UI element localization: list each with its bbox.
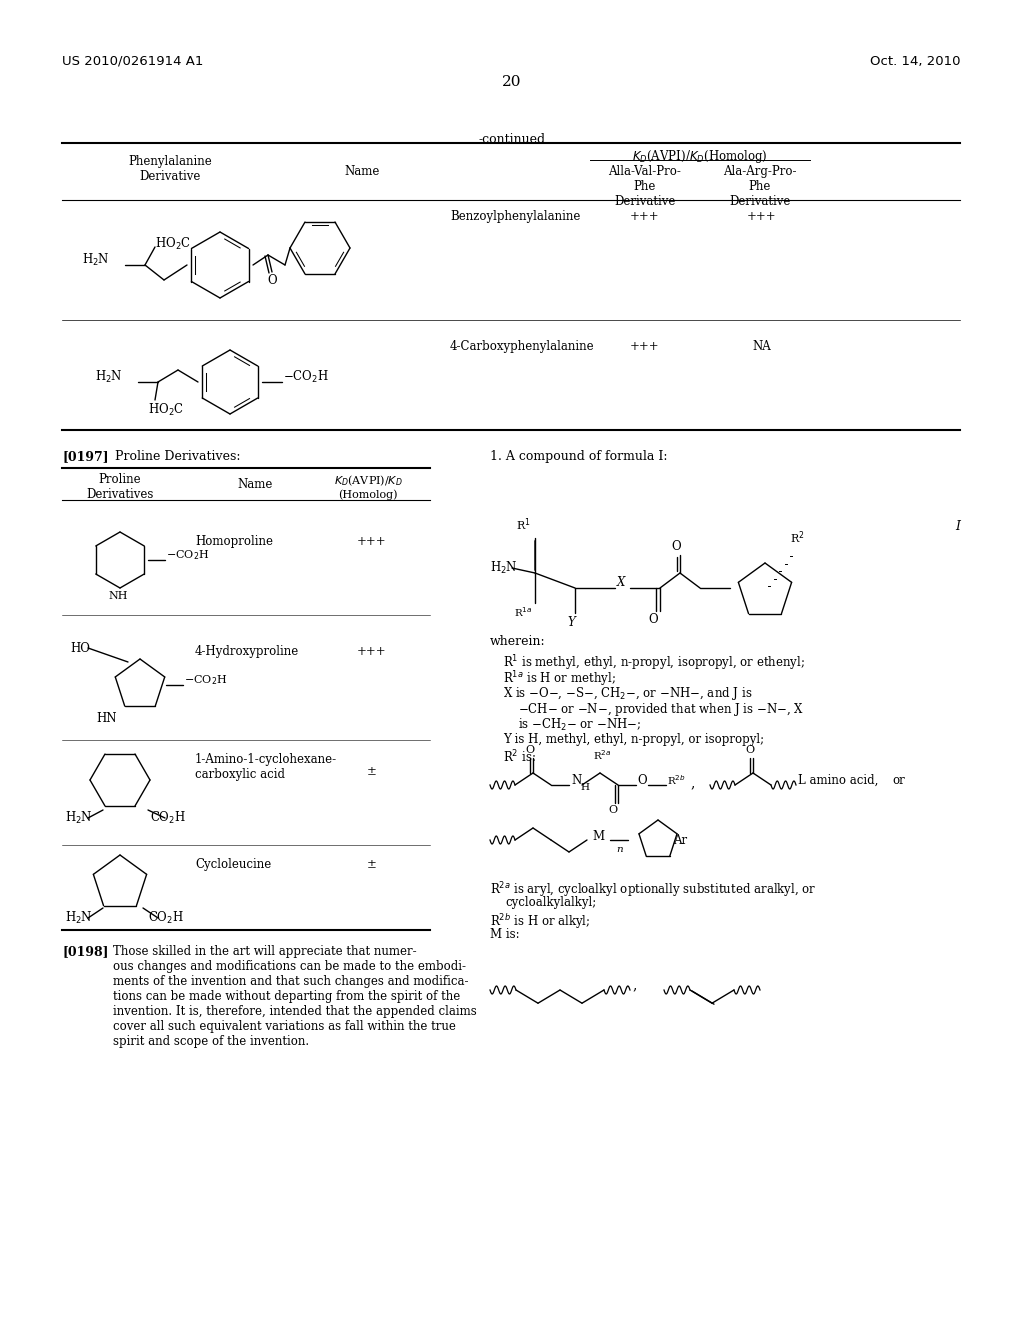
Text: $K_D$(AVPI)/$K_D$
(Homolog): $K_D$(AVPI)/$K_D$ (Homolog) [334,473,402,500]
Text: R$^2$: R$^2$ [790,529,805,546]
Text: O: O [648,612,657,626]
Text: R$^{2b}$: R$^{2b}$ [667,774,686,787]
Text: spirit and scope of the invention.: spirit and scope of the invention. [113,1035,309,1048]
Text: NA: NA [753,341,771,352]
Text: ±: ± [367,858,377,871]
Text: +++: +++ [630,210,659,223]
Text: R$^1$ is methyl, ethyl, n-propyl, isopropyl, or ethenyl;: R$^1$ is methyl, ethyl, n-propyl, isopro… [503,653,805,673]
Text: $K_D$(AVPI)/$K_D$(Homolog): $K_D$(AVPI)/$K_D$(Homolog) [632,148,768,165]
Text: [0197]: [0197] [62,450,109,463]
Text: Proline Derivatives:: Proline Derivatives: [115,450,241,463]
Text: invention. It is, therefore, intended that the appended claims: invention. It is, therefore, intended th… [113,1005,477,1018]
Text: 1. A compound of formula I:: 1. A compound of formula I: [490,450,668,463]
Text: HN: HN [96,711,117,725]
Text: M is:: M is: [490,928,519,941]
Text: O: O [608,805,617,814]
Text: 4-Carboxyphenylalanine: 4-Carboxyphenylalanine [450,341,595,352]
Text: $-$CO$_2$H: $-$CO$_2$H [166,548,209,562]
Text: wherein:: wherein: [490,635,546,648]
Text: Proline
Derivatives: Proline Derivatives [86,473,154,502]
Text: is $-$CH$_2$$-$ or $-$NH$-$;: is $-$CH$_2$$-$ or $-$NH$-$; [518,717,641,733]
Text: Y is H, methyl, ethyl, n-propyl, or isopropyl;: Y is H, methyl, ethyl, n-propyl, or isop… [503,733,764,746]
Text: I: I [955,520,961,533]
Text: HO$_2$C: HO$_2$C [155,236,190,252]
Text: +++: +++ [630,341,659,352]
Text: Ar: Ar [673,833,687,846]
Text: Homoproline: Homoproline [195,535,273,548]
Text: HO$_2$C: HO$_2$C [148,403,184,418]
Text: H$_2$N: H$_2$N [65,810,93,826]
Text: +++: +++ [748,210,777,223]
Text: ,: , [632,978,636,993]
Text: or: or [892,774,905,787]
Text: R$^{2a}$: R$^{2a}$ [593,748,611,762]
Text: M: M [592,829,604,842]
Text: CO$_2$H: CO$_2$H [150,810,186,826]
Text: US 2010/0261914 A1: US 2010/0261914 A1 [62,55,204,69]
Text: Those skilled in the art will appreciate that numer-: Those skilled in the art will appreciate… [113,945,417,958]
Text: Name: Name [344,165,380,178]
Text: [0198]: [0198] [62,945,109,958]
Text: ,: , [690,776,694,789]
Text: R$^{2a}$ is aryl, cycloalkyl optionally substituted aralkyl, or: R$^{2a}$ is aryl, cycloalkyl optionally … [490,880,816,900]
Text: L amino acid,: L amino acid, [798,774,879,787]
Text: Name: Name [238,478,272,491]
Text: R$^{1a}$ is H or methyl;: R$^{1a}$ is H or methyl; [503,669,615,689]
Text: H$_2$N: H$_2$N [490,560,518,576]
Text: N: N [571,774,582,787]
Text: R$^{1a}$: R$^{1a}$ [514,605,534,619]
Text: 20: 20 [502,75,522,88]
Text: $-$CO$_2$H: $-$CO$_2$H [184,673,227,686]
Text: Phenylalanine
Derivative: Phenylalanine Derivative [128,154,212,183]
Text: cover all such equivalent variations as fall within the true: cover all such equivalent variations as … [113,1020,456,1034]
Text: Benzoylphenylalanine: Benzoylphenylalanine [450,210,581,223]
Text: Cycloleucine: Cycloleucine [195,858,271,871]
Text: X: X [617,577,626,590]
Text: n: n [616,845,624,854]
Text: O: O [745,744,755,755]
Text: H$_2$N: H$_2$N [95,370,123,385]
Text: Oct. 14, 2010: Oct. 14, 2010 [869,55,961,69]
Text: HO: HO [70,642,90,655]
Text: H$_2$N: H$_2$N [65,909,93,927]
Text: $-$CH$-$ or $-$N$-$, provided that when J is $-$N$-$, X: $-$CH$-$ or $-$N$-$, provided that when … [518,701,804,718]
Text: ous changes and modifications can be made to the embodi-: ous changes and modifications can be mad… [113,960,466,973]
Text: cycloalkylalkyl;: cycloalkylalkyl; [505,896,596,909]
Text: Ala-Arg-Pro-
Phe
Derivative: Ala-Arg-Pro- Phe Derivative [723,165,797,209]
Text: Alla-Val-Pro-
Phe
Derivative: Alla-Val-Pro- Phe Derivative [608,165,681,209]
Text: -continued: -continued [478,133,546,147]
Text: 4-Hydroxyproline: 4-Hydroxyproline [195,645,299,657]
Text: +++: +++ [357,535,387,548]
Text: Y: Y [567,616,574,630]
Text: O: O [525,744,535,755]
Text: tions can be made without departing from the spirit of the: tions can be made without departing from… [113,990,460,1003]
Text: CO$_2$H: CO$_2$H [148,909,184,927]
Text: R$^2$ is:: R$^2$ is: [503,748,536,766]
Text: H$_2$N: H$_2$N [82,252,110,268]
Text: +++: +++ [357,645,387,657]
Text: O: O [267,275,276,286]
Text: NH: NH [108,591,128,601]
Text: ±: ± [367,766,377,777]
Text: R$^{2b}$ is H or alkyl;: R$^{2b}$ is H or alkyl; [490,912,591,931]
Text: 1-Amino-1-cyclohexane-
carboxylic acid: 1-Amino-1-cyclohexane- carboxylic acid [195,752,337,781]
Text: O: O [671,540,681,553]
Text: H: H [580,784,589,792]
Text: O: O [637,774,646,787]
Text: ments of the invention and that such changes and modifica-: ments of the invention and that such cha… [113,975,469,987]
Text: X is $-$O$-$, $-$S$-$, CH$_2$$-$, or $-$NH$-$, and J is: X is $-$O$-$, $-$S$-$, CH$_2$$-$, or $-$… [503,685,753,702]
Text: $-$CO$_2$H: $-$CO$_2$H [283,370,329,385]
Text: R$^1$: R$^1$ [516,516,531,533]
